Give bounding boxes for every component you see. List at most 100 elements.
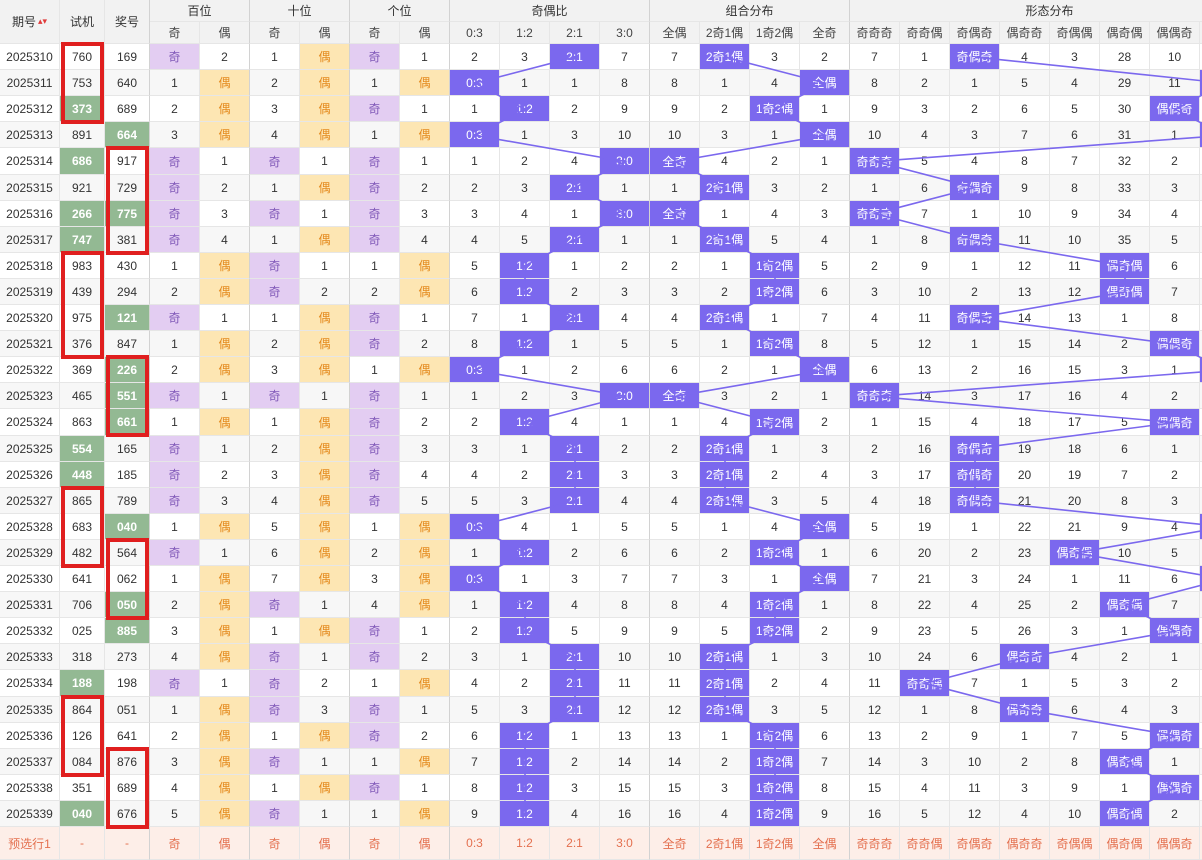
sub-header-ratio: 2:1: [550, 22, 600, 44]
shiji-number: 760: [60, 44, 105, 70]
trend-cell: 8: [850, 70, 900, 96]
pred-option[interactable]: 偶: [300, 827, 350, 860]
pred-option[interactable]: 奇偶奇: [950, 827, 1000, 860]
trend-cell: 偶: [200, 723, 250, 749]
trend-cell: 偶: [200, 618, 250, 644]
trend-cell: 2: [300, 670, 350, 697]
table-row-issue: 2025337: [0, 749, 60, 775]
trend-cell: 6: [600, 357, 650, 383]
pred-option[interactable]: 1:2: [500, 827, 550, 860]
trend-cell: 2:1: [550, 697, 600, 723]
trend-cell: 5: [650, 514, 700, 540]
trend-cell: 1: [800, 592, 850, 618]
trend-cell: 3: [1050, 44, 1100, 70]
trend-cell: 7: [950, 670, 1000, 697]
trend-cell: 2奇1偶: [700, 697, 750, 723]
trend-cell: 14: [1000, 305, 1050, 331]
jianghao-number: 185: [105, 462, 150, 488]
trend-cell: 2: [800, 409, 850, 436]
trend-cell: 1: [150, 409, 200, 436]
trend-cell: 25: [1000, 592, 1050, 618]
pred-option[interactable]: 偶奇偶: [1100, 827, 1150, 860]
jianghao-number: 729: [105, 175, 150, 201]
trend-cell: 10: [1050, 227, 1100, 253]
trend-cell: 3: [950, 383, 1000, 409]
column-header-issue[interactable]: 期号 ▴▾: [0, 0, 60, 44]
trend-cell: 1: [1100, 775, 1150, 801]
trend-cell: 偶: [400, 801, 450, 827]
pred-option[interactable]: 奇奇偶: [900, 827, 950, 860]
trend-cell: 7: [1050, 723, 1100, 749]
trend-cell: 2: [200, 462, 250, 488]
shiji-number: 448: [60, 462, 105, 488]
trend-cell: 1: [300, 383, 350, 409]
pred-option[interactable]: 全偶: [800, 827, 850, 860]
shiji-number: 864: [60, 697, 105, 723]
pred-option[interactable]: 偶奇奇: [1000, 827, 1050, 860]
pred-option[interactable]: 奇: [250, 827, 300, 860]
pred-option[interactable]: 奇: [150, 827, 200, 860]
trend-cell: 奇偶奇: [950, 44, 1000, 70]
pred-option[interactable]: 奇偶偶: [1050, 827, 1100, 860]
trend-cell: 8: [650, 592, 700, 618]
pred-option[interactable]: 2:1: [550, 827, 600, 860]
pred-option[interactable]: 偶: [400, 827, 450, 860]
trend-cell: 偶: [300, 227, 350, 253]
trend-cell: 4: [1150, 201, 1200, 227]
pred-option[interactable]: 全奇: [650, 827, 700, 860]
trend-cell: 2: [600, 436, 650, 462]
trend-cell: 9: [1100, 514, 1150, 540]
group-header-shi: 十位: [250, 0, 350, 22]
trend-cell: 3: [700, 566, 750, 592]
pred-option[interactable]: 奇: [350, 827, 400, 860]
trend-cell: 奇: [350, 462, 400, 488]
trend-cell: 5: [1150, 227, 1200, 253]
trend-cell: 1: [900, 697, 950, 723]
trend-cell: 10: [850, 122, 900, 148]
trend-cell: 1: [1150, 749, 1200, 775]
trend-cell: 奇: [350, 227, 400, 253]
table-row-issue: 2025310: [0, 44, 60, 70]
trend-cell: 9: [600, 618, 650, 644]
trend-cell: 8: [450, 775, 500, 801]
trend-cell: 奇: [350, 409, 400, 436]
trend-cell: 1: [950, 331, 1000, 357]
trend-cell: 2: [850, 253, 900, 279]
trend-cell: 1: [1150, 644, 1200, 670]
trend-cell: 2: [450, 409, 500, 436]
trend-cell: 偶: [200, 357, 250, 383]
trend-cell: 1: [1100, 305, 1150, 331]
trend-cell: 1:2: [500, 618, 550, 644]
trend-cell: 3: [1100, 670, 1150, 697]
trend-cell: 35: [1100, 227, 1150, 253]
trend-cell: 4: [500, 201, 550, 227]
pred-option[interactable]: 1奇2偶: [750, 827, 800, 860]
trend-cell: 1: [700, 723, 750, 749]
trend-cell: 3: [800, 644, 850, 670]
trend-cell: 9: [800, 801, 850, 827]
trend-cell: 4: [450, 670, 500, 697]
pred-option[interactable]: 奇奇奇: [850, 827, 900, 860]
trend-cell: 4: [950, 409, 1000, 436]
trend-cell: 5: [500, 227, 550, 253]
trend-cell: 18: [1000, 409, 1050, 436]
trend-cell: 5: [900, 148, 950, 175]
pred-option[interactable]: 0:3: [450, 827, 500, 860]
pred-option[interactable]: 3:0: [600, 827, 650, 860]
trend-cell: 12: [900, 331, 950, 357]
group-header-form: 形态分布: [850, 0, 1202, 22]
pred-option[interactable]: 偶: [200, 827, 250, 860]
trend-cell: 21: [1050, 514, 1100, 540]
trend-cell: 15: [900, 409, 950, 436]
trend-cell: 2:1: [550, 175, 600, 201]
column-header-shiji: 试机: [60, 0, 105, 44]
trend-cell: 1: [1150, 357, 1200, 383]
trend-cell: 1: [650, 227, 700, 253]
pred-option[interactable]: 2奇1偶: [700, 827, 750, 860]
pred-option[interactable]: 偶偶奇: [1150, 827, 1200, 860]
trend-cell: 2: [400, 331, 450, 357]
trend-cell: 1: [250, 44, 300, 70]
trend-cell: 奇偶奇: [950, 488, 1000, 514]
trend-cell: 9: [1000, 175, 1050, 201]
table-row-issue: 2025338: [0, 775, 60, 801]
